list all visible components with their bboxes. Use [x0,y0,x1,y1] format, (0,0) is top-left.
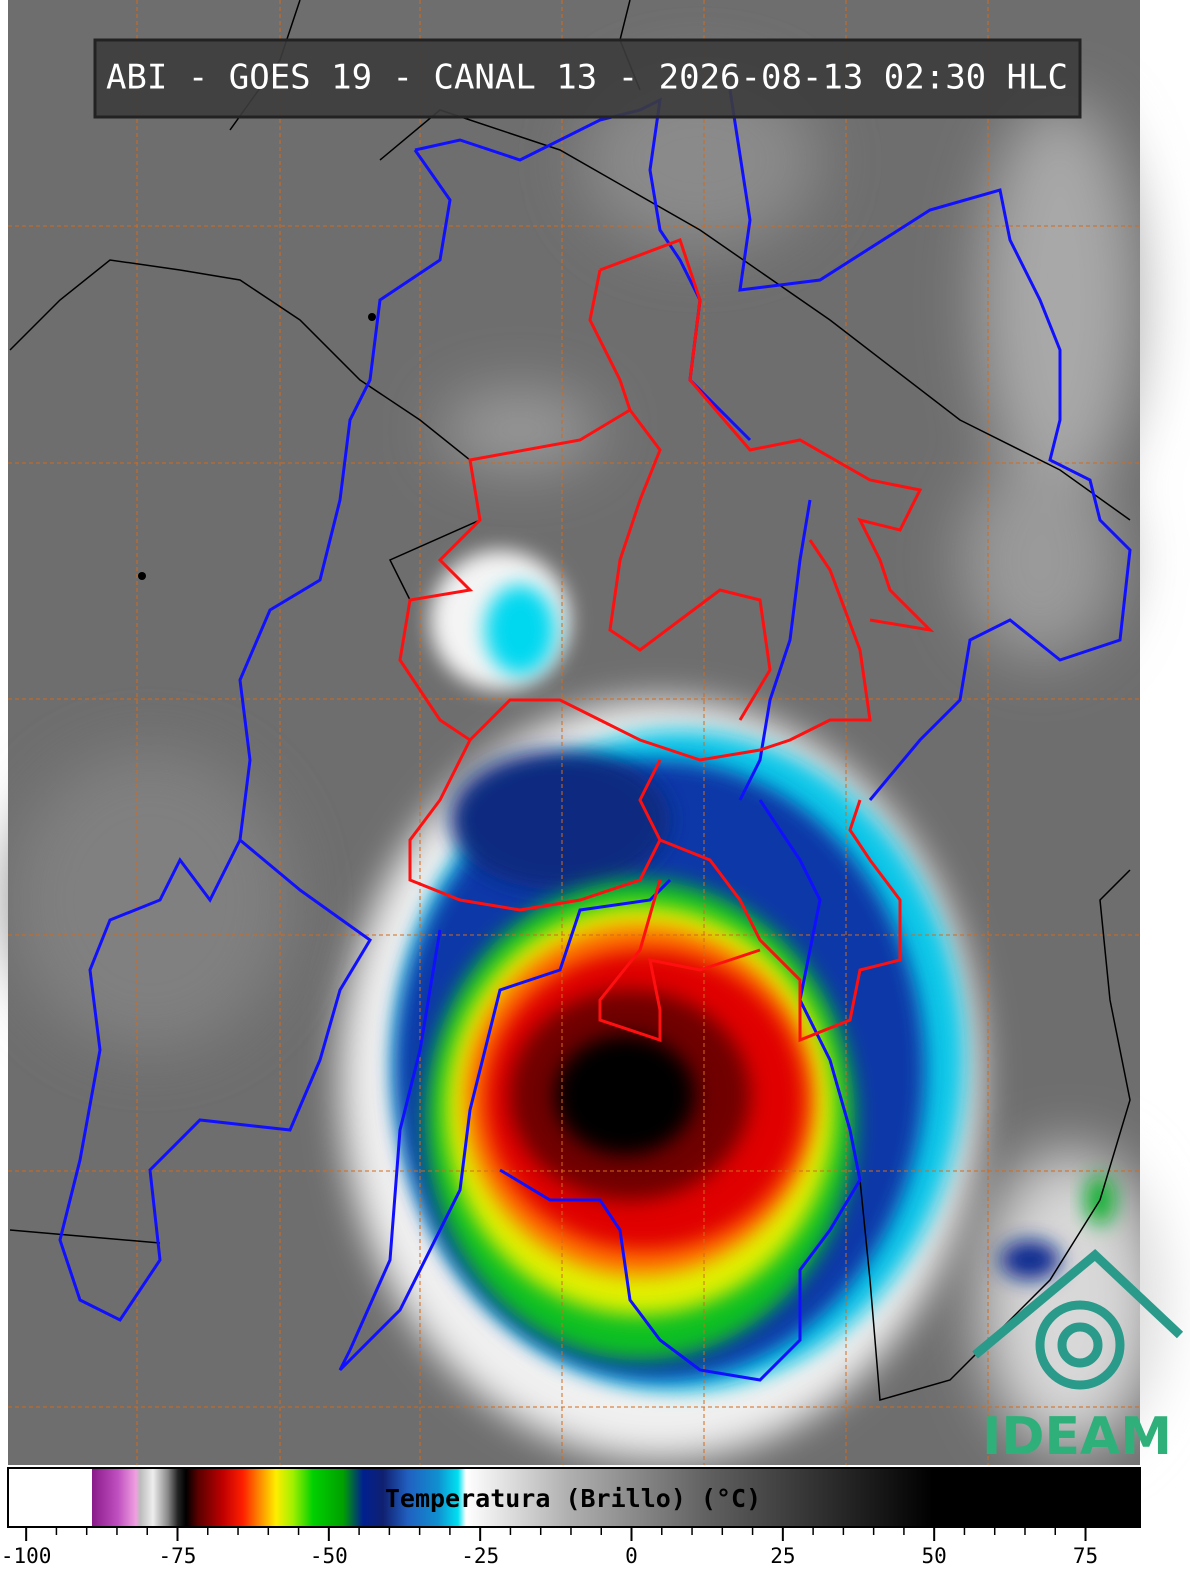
municipal-borders [398,238,935,1043]
title-box [93,38,1082,119]
logo-text: IDEAM [982,1407,1172,1467]
storm [340,550,1115,1460]
department-borders [58,89,1132,1382]
colorbar [8,1468,1140,1527]
logo-graphic [972,1248,1184,1390]
city-marker [368,313,376,321]
city-marker [138,572,146,580]
graticule [8,0,1140,1465]
title: ABI - GOES 19 - CANAL 13 - 2026-08-13 02… [106,58,1068,98]
